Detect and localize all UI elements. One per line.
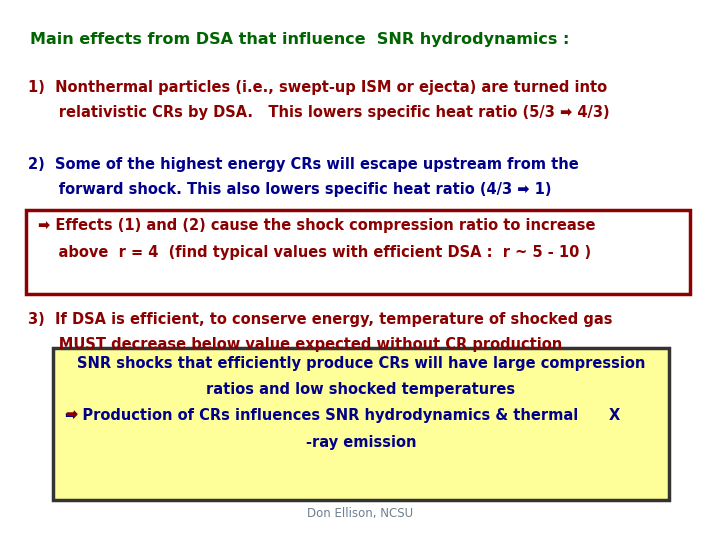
Text: forward shock. This also lowers specific heat ratio (4/3 ➡ 1): forward shock. This also lowers specific… (28, 182, 552, 197)
Text: Main effects from DSA that influence  SNR hydrodynamics :: Main effects from DSA that influence SNR… (30, 32, 570, 47)
Text: SNR shocks that efficiently produce CRs will have large compression: SNR shocks that efficiently produce CRs … (77, 356, 645, 371)
Text: ➡ Effects (1) and (2) cause the shock compression ratio to increase: ➡ Effects (1) and (2) cause the shock co… (38, 218, 595, 233)
Text: relativistic CRs by DSA.   This lowers specific heat ratio (5/3 ➡ 4/3): relativistic CRs by DSA. This lowers spe… (28, 105, 610, 120)
Text: 1)  Nonthermal particles (i.e., swept-up ISM or ejecta) are turned into: 1) Nonthermal particles (i.e., swept-up … (28, 80, 607, 95)
FancyBboxPatch shape (53, 348, 669, 500)
Text: above  r = 4  (find typical values with efficient DSA :  r ~ 5 - 10 ): above r = 4 (find typical values with ef… (38, 245, 591, 260)
Text: 3)  If DSA is efficient, to conserve energy, temperature of shocked gas: 3) If DSA is efficient, to conserve ener… (28, 312, 613, 327)
Text: -ray emission: -ray emission (306, 435, 416, 450)
Text: ratios and low shocked temperatures: ratios and low shocked temperatures (207, 382, 516, 397)
Text: ➡ Production of CRs influences SNR hydrodynamics & thermal      X: ➡ Production of CRs influences SNR hydro… (65, 408, 620, 423)
Text: 2)  Some of the highest energy CRs will escape upstream from the: 2) Some of the highest energy CRs will e… (28, 157, 579, 172)
FancyBboxPatch shape (26, 210, 690, 294)
Text: MUST decrease below value expected without CR production: MUST decrease below value expected witho… (28, 337, 562, 352)
Text: ➡: ➡ (65, 408, 77, 423)
Text: Don Ellison, NCSU: Don Ellison, NCSU (307, 507, 413, 520)
